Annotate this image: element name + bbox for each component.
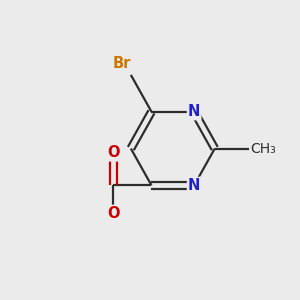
Text: N: N [188,178,200,193]
Text: O: O [107,206,119,221]
Text: O: O [107,146,119,160]
Text: Br: Br [113,56,131,70]
Text: N: N [188,104,200,119]
Text: CH₃: CH₃ [250,142,276,155]
